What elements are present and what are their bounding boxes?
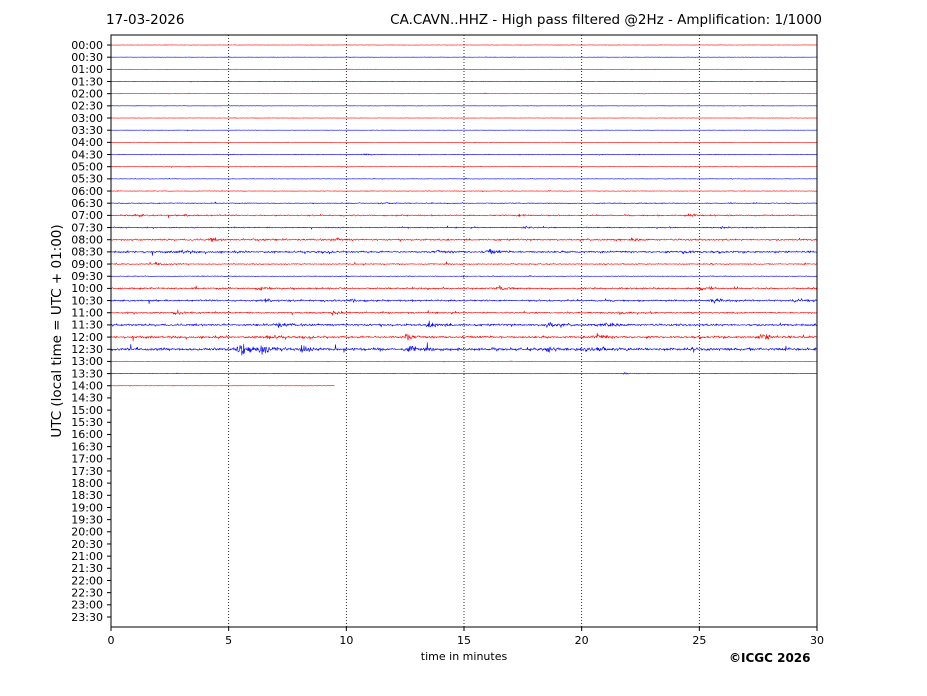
y-tick-label: 04:30 (71, 148, 103, 161)
y-tick-label: 21:00 (71, 550, 103, 563)
y-tick-label: 07:00 (71, 209, 103, 222)
y-tick-label: 18:30 (71, 489, 103, 502)
seismic-traces (110, 44, 818, 387)
x-axis-ticks: 0 5 10 15 20 25 30 (108, 627, 824, 647)
trace-0800 (110, 237, 818, 242)
y-tick-label: 02:00 (71, 87, 103, 100)
trace-0700 (110, 213, 818, 219)
plot-frame (110, 34, 818, 628)
y-tick-label: 09:30 (71, 270, 103, 283)
trace-0630 (110, 201, 818, 205)
y-tick-label: 10:00 (71, 282, 103, 295)
trace-0000 (111, 44, 818, 46)
y-tick-label: 23:00 (71, 599, 103, 612)
y-tick-label: 03:30 (71, 124, 103, 137)
x-tick-label: 15 (457, 634, 471, 647)
x-tick-label: 30 (810, 634, 824, 647)
y-tick-label: 14:30 (71, 392, 103, 405)
y-axis-ticks: 00:0000:3001:0001:3002:0002:3003:0003:30… (71, 39, 111, 624)
trace-0230 (110, 105, 818, 107)
trace-1400 (110, 385, 335, 387)
y-tick-label: 07:30 (71, 221, 103, 234)
trace-0330 (110, 129, 818, 132)
y-tick-label: 15:30 (71, 416, 103, 429)
trace-1000 (110, 285, 818, 291)
x-axis-label: time in minutes (421, 650, 508, 663)
trace-0900 (110, 261, 818, 266)
y-tick-label: 20:00 (71, 526, 103, 539)
y-tick-label: 23:30 (71, 611, 103, 624)
plot-title: CA.CAVN..HHZ - High pass filtered @2Hz -… (390, 12, 822, 28)
trace-1100 (110, 309, 818, 316)
y-tick-label: 17:00 (71, 453, 103, 466)
copyright-credit: ©ICGC 2026 (729, 651, 811, 665)
y-axis-label: UTC (local time = UTC + 01:00) (49, 224, 65, 437)
y-tick-label: 09:00 (71, 258, 103, 271)
y-tick-label: 21:30 (71, 562, 103, 575)
trace-0430 (110, 153, 818, 156)
y-tick-label: 00:00 (71, 39, 103, 52)
trace-0500 (111, 165, 818, 168)
y-tick-label: 01:00 (71, 63, 103, 76)
y-tick-label: 22:00 (71, 574, 103, 587)
y-tick-label: 06:00 (71, 185, 103, 198)
y-tick-label: 01:30 (71, 75, 103, 88)
y-tick-label: 18:00 (71, 477, 103, 490)
trace-0030 (110, 56, 818, 58)
y-tick-label: 13:00 (71, 355, 103, 368)
y-tick-label: 12:00 (71, 331, 103, 344)
trace-1230 (110, 342, 818, 356)
y-tick-label: 20:30 (71, 538, 103, 551)
y-tick-label: 15:00 (71, 404, 103, 417)
trace-0200 (110, 92, 818, 95)
y-tick-label: 02:30 (71, 100, 103, 113)
trace-0930 (110, 275, 817, 278)
x-tick-label: 25 (692, 634, 706, 647)
trace-0130 (110, 80, 818, 83)
trace-0730 (110, 225, 818, 230)
y-tick-label: 04:00 (71, 136, 103, 149)
y-tick-label: 00:30 (71, 51, 103, 64)
trace-0300 (110, 117, 818, 119)
y-tick-label: 06:30 (71, 197, 103, 210)
trace-1300 (110, 360, 818, 363)
trace-0400 (110, 141, 818, 144)
y-tick-label: 12:30 (71, 343, 103, 356)
x-tick-label: 5 (225, 634, 232, 647)
y-tick-label: 10:30 (71, 294, 103, 307)
y-tick-label: 05:30 (71, 173, 103, 186)
y-tick-label: 11:30 (71, 319, 103, 332)
y-tick-label: 08:00 (71, 234, 103, 247)
y-tick-label: 05:00 (71, 161, 103, 174)
y-tick-label: 11:00 (71, 307, 103, 320)
trace-0830 (110, 248, 818, 256)
x-tick-label: 10 (339, 634, 353, 647)
y-tick-label: 13:30 (71, 367, 103, 380)
trace-1130 (110, 320, 818, 328)
y-tick-label: 17:30 (71, 465, 103, 478)
y-tick-label: 16:30 (71, 440, 103, 453)
y-tick-label: 03:00 (71, 112, 103, 125)
trace-0100 (110, 68, 818, 70)
y-tick-label: 22:30 (71, 586, 103, 599)
trace-1330 (110, 372, 818, 375)
y-tick-label: 16:00 (71, 428, 103, 441)
trace-0530 (110, 177, 818, 180)
y-tick-label: 14:00 (71, 380, 103, 393)
y-tick-label: 19:00 (71, 501, 103, 514)
y-tick-label: 19:30 (71, 513, 103, 526)
vertical-gridlines (228, 35, 700, 627)
y-tick-label: 08:30 (71, 246, 103, 259)
x-tick-label: 0 (108, 634, 115, 647)
trace-1030 (110, 298, 818, 305)
x-tick-label: 20 (575, 634, 589, 647)
trace-1200 (110, 332, 818, 342)
trace-0600 (110, 190, 818, 193)
plot-date: 17-03-2026 (106, 12, 185, 28)
